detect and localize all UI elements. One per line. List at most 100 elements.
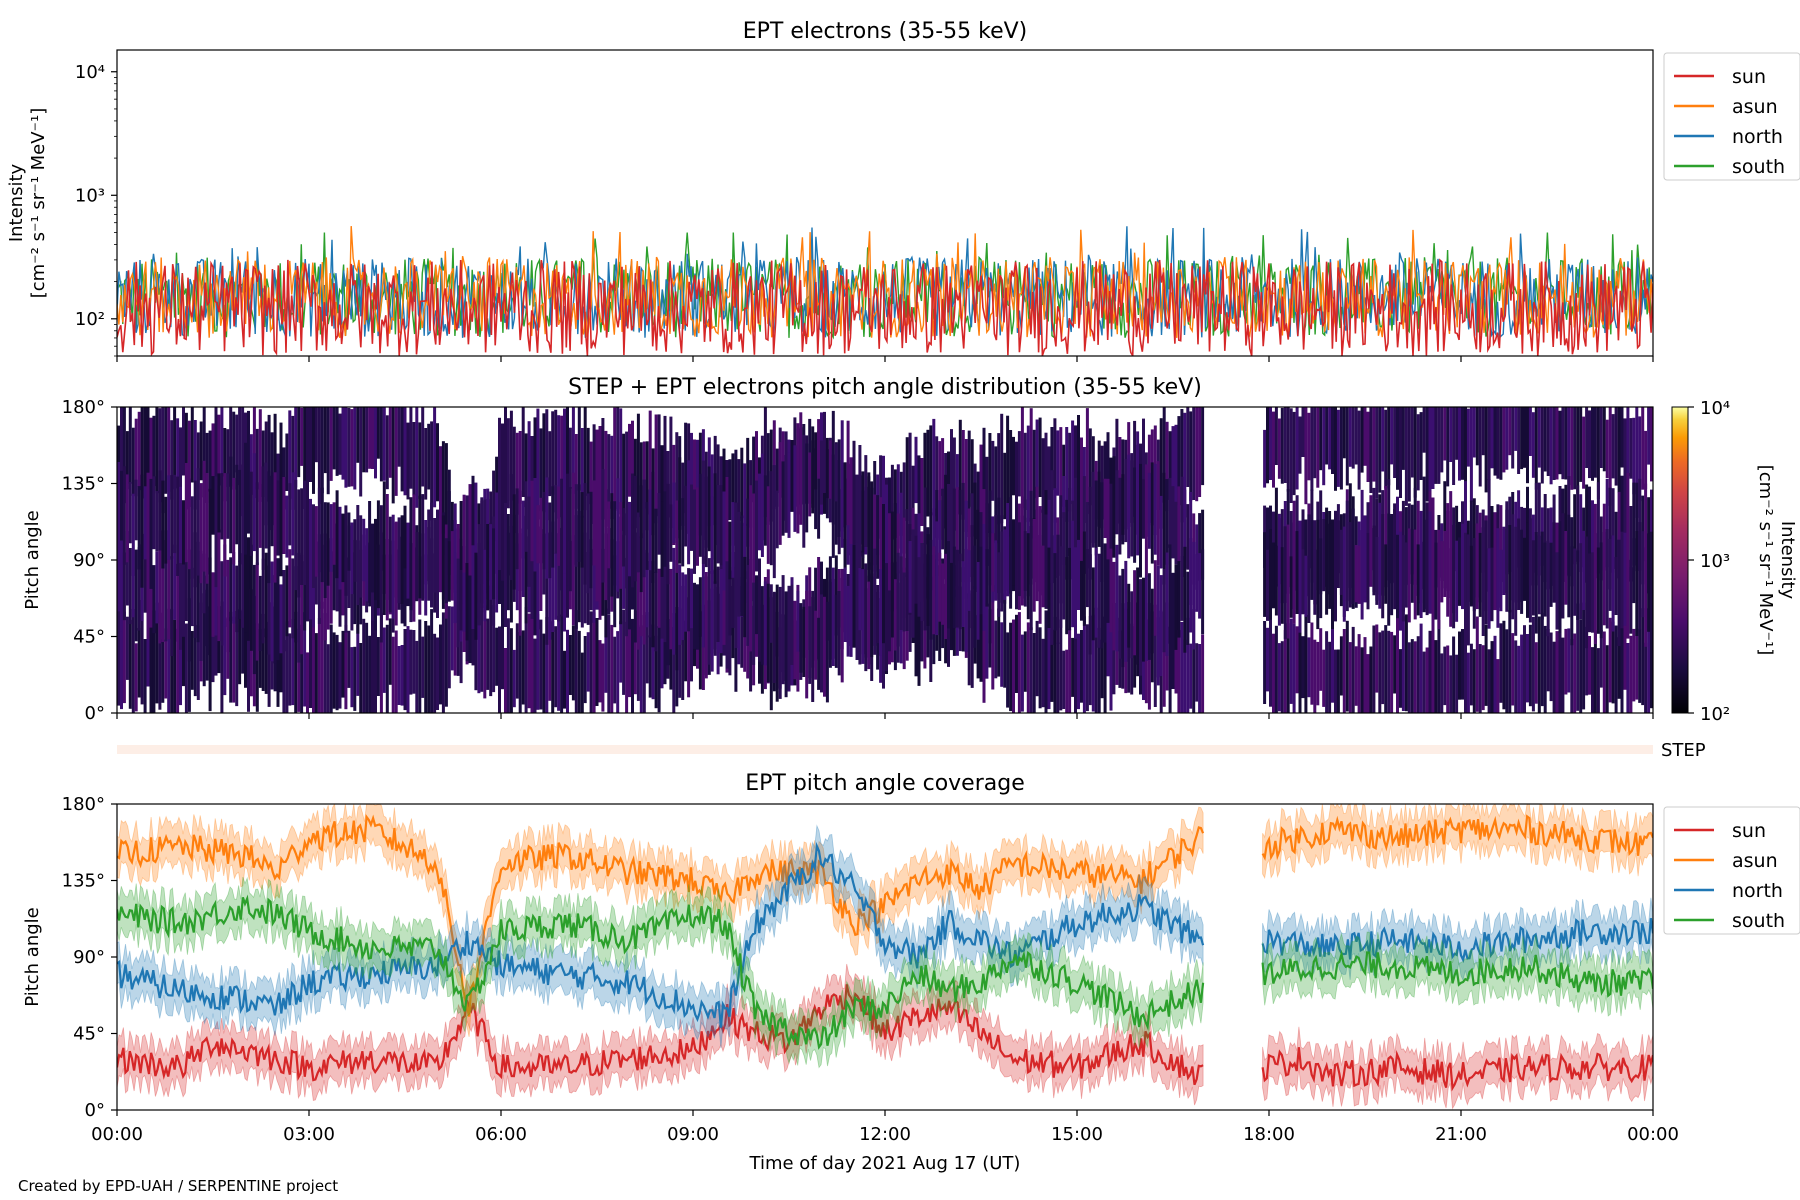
heatmap-cell-asun bbox=[140, 407, 144, 491]
heatmap-cell-south bbox=[772, 591, 776, 683]
heatmap-cell-south bbox=[1381, 514, 1385, 619]
heatmap-cell-south bbox=[710, 496, 714, 574]
y-tick-label: 0° bbox=[85, 703, 105, 724]
heatmap-cell-sun bbox=[970, 590, 974, 688]
heatmap-cell-asun bbox=[252, 407, 256, 499]
x-tick-label: 21:00 bbox=[1435, 1124, 1487, 1145]
heatmap-cell-south bbox=[778, 586, 782, 699]
heatmap-cell-sun bbox=[347, 630, 351, 688]
heatmap-cell-asun bbox=[1443, 407, 1447, 461]
heatmap-cell-north bbox=[1094, 480, 1098, 556]
heatmap-cell-north bbox=[1150, 462, 1154, 564]
heatmap-cell-north bbox=[1614, 511, 1618, 569]
heatmap-cell-north bbox=[276, 558, 280, 661]
heatmap-cell-asun bbox=[616, 407, 620, 510]
heatmap-cell-south bbox=[867, 581, 871, 665]
heatmap-cell-sun bbox=[498, 626, 501, 713]
heatmap-cell-north bbox=[1053, 488, 1057, 578]
heatmap-cell-asun bbox=[926, 429, 930, 517]
heatmap-cell-south bbox=[876, 585, 880, 644]
heatmap-cell-north bbox=[746, 498, 750, 580]
heatmap-cell-north bbox=[1626, 473, 1630, 582]
legend-box bbox=[1663, 52, 1800, 181]
heatmap-cell-north bbox=[985, 503, 989, 566]
heatmap-cell-south bbox=[456, 558, 460, 648]
heatmap-cell-sun bbox=[1511, 633, 1515, 706]
heatmap-cell-south bbox=[775, 584, 779, 657]
heatmap-cell-south bbox=[1588, 553, 1591, 633]
heatmap-cell-asun bbox=[1523, 407, 1526, 468]
heatmap-cell-south bbox=[846, 585, 850, 657]
heatmap-cell-sun bbox=[489, 585, 493, 697]
heatmap-cell-asun bbox=[1567, 407, 1571, 486]
heatmap-cell-asun bbox=[911, 465, 915, 535]
heatmap-cell-sun bbox=[317, 618, 321, 713]
heatmap-cell-sun bbox=[604, 608, 608, 693]
heatmap-cell-asun bbox=[1599, 407, 1603, 468]
heatmap-cell-south bbox=[338, 506, 342, 590]
heatmap-cell-sun bbox=[450, 606, 454, 671]
series-band-sun bbox=[1262, 1026, 1653, 1110]
heatmap-cell-north bbox=[784, 431, 788, 533]
heatmap-cell-sun bbox=[583, 636, 587, 704]
heatmap-cell-asun bbox=[521, 407, 525, 497]
heatmap-cell-asun bbox=[1617, 407, 1621, 493]
heatmap-cell-asun bbox=[320, 407, 324, 494]
heatmap-cell-south bbox=[1272, 542, 1275, 609]
heatmap-cell-north bbox=[1085, 502, 1089, 569]
heatmap-cell-asun bbox=[1336, 409, 1340, 487]
heatmap-cell-north bbox=[179, 547, 182, 650]
heatmap-cell-asun bbox=[1062, 444, 1066, 507]
panel4-yticks: 0°45°90°135°180° bbox=[62, 794, 117, 1121]
heatmap-cell-north bbox=[820, 440, 823, 505]
heatmap-cell-sun bbox=[598, 640, 602, 703]
heatmap-cell-north bbox=[799, 412, 803, 525]
heatmap-cell-north bbox=[1274, 487, 1278, 587]
heatmap-cell-south bbox=[855, 559, 859, 660]
heatmap-cell-sun bbox=[146, 618, 150, 687]
heatmap-cell-north bbox=[752, 493, 756, 602]
heatmap-cell-sun bbox=[515, 623, 519, 699]
heatmap-cell-north bbox=[120, 520, 123, 632]
heatmap-cell-north bbox=[131, 549, 135, 618]
heatmap-cell-sun bbox=[551, 621, 555, 713]
heatmap-cell-asun bbox=[1570, 407, 1574, 490]
heatmap-cell-north bbox=[1579, 494, 1583, 572]
legend-label-north: north bbox=[1732, 126, 1783, 148]
heatmap-cell-south bbox=[536, 505, 540, 564]
heatmap-cell-asun bbox=[950, 429, 953, 534]
heatmap-cell-south bbox=[521, 500, 525, 559]
heatmap-cell-south bbox=[645, 502, 649, 570]
heatmap-cell-sun bbox=[595, 618, 599, 706]
heatmap-cell-south bbox=[1301, 549, 1305, 615]
heatmap-cell-south bbox=[749, 559, 753, 652]
heatmap-cell-asun bbox=[1496, 407, 1500, 479]
heatmap-cell-south bbox=[1269, 529, 1272, 620]
heatmap-cell-asun bbox=[1452, 407, 1456, 485]
heatmap-cell-asun bbox=[427, 423, 431, 490]
heatmap-cell-asun bbox=[530, 436, 534, 506]
heatmap-cell-asun bbox=[1626, 407, 1630, 477]
heatmap-cell-asun bbox=[376, 407, 380, 459]
heatmap-cell-north bbox=[769, 471, 773, 566]
heatmap-cell-sun bbox=[300, 624, 304, 713]
heatmap-cell-asun bbox=[137, 411, 141, 487]
x-tick-label: 00:00 bbox=[91, 1124, 143, 1145]
heatmap-cell-north bbox=[867, 472, 871, 583]
heatmap-cell-south bbox=[1531, 540, 1535, 616]
heatmap-cell-sun bbox=[134, 643, 138, 712]
heatmap-cell-south bbox=[1455, 540, 1459, 622]
heatmap-cell-south bbox=[1091, 567, 1095, 641]
heatmap-cell-asun bbox=[1526, 407, 1529, 484]
heatmap-cell-south bbox=[837, 591, 841, 676]
heatmap-cell-south bbox=[495, 492, 499, 574]
heatmap-cell-north bbox=[214, 577, 218, 636]
heatmap-cell-asun bbox=[1017, 431, 1021, 497]
heatmap-cell-south bbox=[719, 485, 723, 566]
heatmap-cell-south bbox=[356, 505, 360, 606]
heatmap-cell-north bbox=[297, 552, 301, 663]
heatmap-cell-sun bbox=[412, 630, 416, 694]
heatmap-cell-south bbox=[1263, 532, 1267, 617]
heatmap-cell-south bbox=[1407, 528, 1411, 623]
